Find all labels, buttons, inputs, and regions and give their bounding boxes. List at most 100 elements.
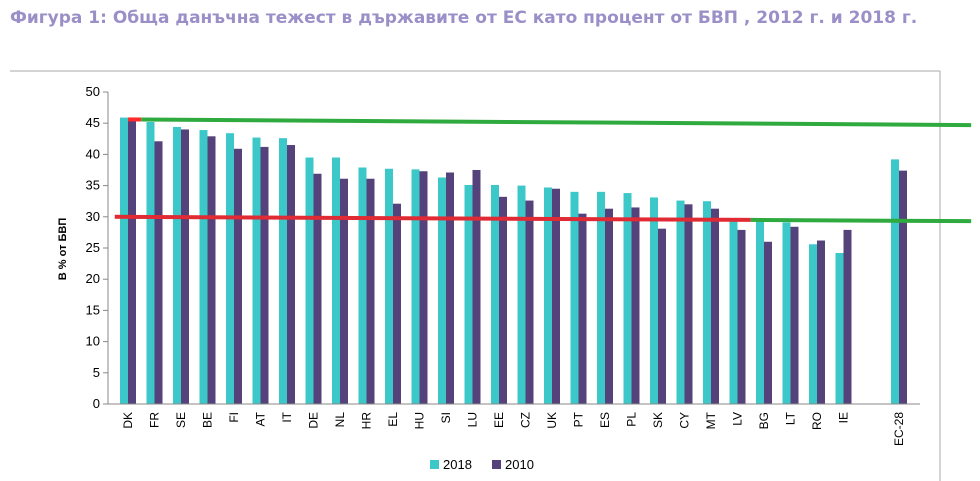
bar-2018-DK bbox=[120, 117, 128, 405]
bar-2018-MT bbox=[703, 201, 711, 404]
x-tick-label: HU bbox=[413, 412, 427, 429]
bar-2010-NL bbox=[340, 178, 348, 404]
bar-2018-PL bbox=[623, 193, 632, 404]
bar-2010-EL bbox=[393, 203, 401, 404]
bar-2010-FR bbox=[154, 141, 163, 404]
bar-2010-EE bbox=[499, 196, 507, 404]
legend-label: 2010 bbox=[505, 457, 534, 472]
bar-2018-PT bbox=[570, 191, 579, 404]
y-tick-label: 20 bbox=[86, 271, 100, 286]
x-tick-label: EL bbox=[386, 412, 400, 427]
x-tick-label: IE bbox=[837, 412, 851, 423]
trend-line bbox=[750, 217, 972, 224]
bar-2018-BG bbox=[756, 219, 764, 404]
bar-2018-AT bbox=[252, 137, 261, 404]
bar-2018-HU bbox=[411, 169, 420, 404]
x-tick-label: BE bbox=[201, 412, 215, 428]
x-tick-label: ES bbox=[598, 412, 612, 428]
x-tick-label: AT bbox=[254, 411, 268, 426]
x-tick-label: SK bbox=[651, 412, 665, 428]
x-tick-label: EE bbox=[492, 412, 506, 428]
bar-2010-IT bbox=[287, 145, 295, 405]
x-tick-label: LV bbox=[731, 412, 745, 426]
bar-2018-LU bbox=[464, 184, 473, 404]
bar-2010-SI bbox=[446, 172, 454, 404]
x-tick-label: DE bbox=[307, 412, 321, 429]
x-tick-label: FR bbox=[148, 412, 162, 428]
x-tick-label: BG bbox=[757, 412, 771, 429]
y-tick-label: 15 bbox=[86, 302, 100, 317]
bar-2010-PT bbox=[578, 213, 587, 404]
bar-2010-CY bbox=[684, 204, 693, 404]
bar-2010-HR bbox=[366, 178, 375, 404]
y-tick-label: 25 bbox=[86, 240, 100, 255]
bar-2010-DE bbox=[313, 173, 322, 404]
x-tick-label: PT bbox=[572, 411, 586, 427]
legend-swatch bbox=[492, 460, 501, 469]
bar-2018-BE bbox=[199, 130, 208, 404]
y-tick-label: 10 bbox=[86, 334, 100, 349]
bar-2018-EL bbox=[385, 168, 393, 404]
y-tick-label: 40 bbox=[86, 146, 100, 161]
bar-2010-AT bbox=[260, 146, 269, 405]
bar-2010-HU bbox=[419, 171, 428, 404]
x-tick-label: HR bbox=[360, 412, 374, 430]
trend-line bbox=[141, 117, 972, 128]
bar-2018-DE bbox=[305, 157, 314, 404]
bar-2018-FI bbox=[226, 133, 234, 404]
bar-2010-CZ bbox=[525, 200, 534, 404]
bar-2010-UK bbox=[552, 188, 560, 404]
y-tick-label: 5 bbox=[93, 365, 100, 380]
legend: 2018 2010 bbox=[430, 457, 534, 472]
x-tick-label: SE bbox=[174, 412, 188, 428]
bar-2010-DK bbox=[128, 117, 136, 405]
bar-2010-SK bbox=[658, 228, 666, 404]
bar-2010-PL bbox=[631, 207, 640, 404]
bar-2010-BG bbox=[764, 241, 772, 404]
trend-line bbox=[114, 214, 751, 222]
x-tick-label: RO bbox=[810, 412, 824, 430]
bar-2018-EE bbox=[491, 184, 499, 404]
y-tick-label: 45 bbox=[86, 115, 100, 130]
x-tick-label: IT bbox=[280, 411, 294, 422]
x-tick-label: FI bbox=[227, 412, 241, 423]
y-axis-label: В % от БВП bbox=[57, 218, 69, 281]
bar-2018-SK bbox=[650, 197, 658, 404]
bar-2010-EC-28 bbox=[899, 170, 907, 404]
bar-2010-MT bbox=[711, 208, 719, 404]
chart-title: Фигура 1: Обща данъчна тежест в държавит… bbox=[10, 8, 918, 28]
bar-2018-IT bbox=[279, 138, 287, 404]
bar-2010-LT bbox=[790, 226, 799, 404]
bar-2018-IE bbox=[835, 252, 844, 404]
bar-2010-BE bbox=[207, 136, 216, 404]
x-tick-label: LT bbox=[784, 411, 798, 425]
x-tick-label: SI bbox=[439, 412, 453, 423]
y-tick-label: 30 bbox=[86, 209, 100, 224]
bar-2018-ES bbox=[597, 191, 605, 404]
bar-2018-CY bbox=[676, 200, 685, 404]
bar-2018-UK bbox=[544, 187, 552, 404]
legend-label: 2018 bbox=[443, 457, 472, 472]
bar-2018-NL bbox=[332, 157, 340, 404]
bar-2010-LU bbox=[472, 170, 481, 404]
bar-2018-SE bbox=[173, 126, 181, 404]
bar-2010-LV bbox=[737, 229, 746, 404]
bar-2018-SI bbox=[438, 177, 446, 404]
x-tick-label: EC-28 bbox=[892, 412, 906, 446]
bar-2010-RO bbox=[817, 240, 825, 404]
x-tick-label: DK bbox=[121, 412, 135, 429]
x-tick-label: LU bbox=[466, 412, 480, 427]
x-tick-label: CZ bbox=[519, 412, 533, 428]
bar-2018-CZ bbox=[517, 185, 526, 404]
x-tick-label: CY bbox=[678, 412, 692, 429]
x-tick-label: MT bbox=[704, 411, 718, 429]
bar-2018-EC-28 bbox=[891, 159, 899, 404]
bar-2018-RO bbox=[809, 244, 817, 404]
y-tick-label: 50 bbox=[86, 84, 100, 99]
bar-2010-ES bbox=[605, 208, 613, 404]
y-tick-label: 0 bbox=[93, 396, 100, 411]
y-tick-label: 35 bbox=[86, 178, 100, 193]
bar-2018-HR bbox=[358, 167, 367, 404]
bar-2018-FR bbox=[146, 121, 155, 405]
